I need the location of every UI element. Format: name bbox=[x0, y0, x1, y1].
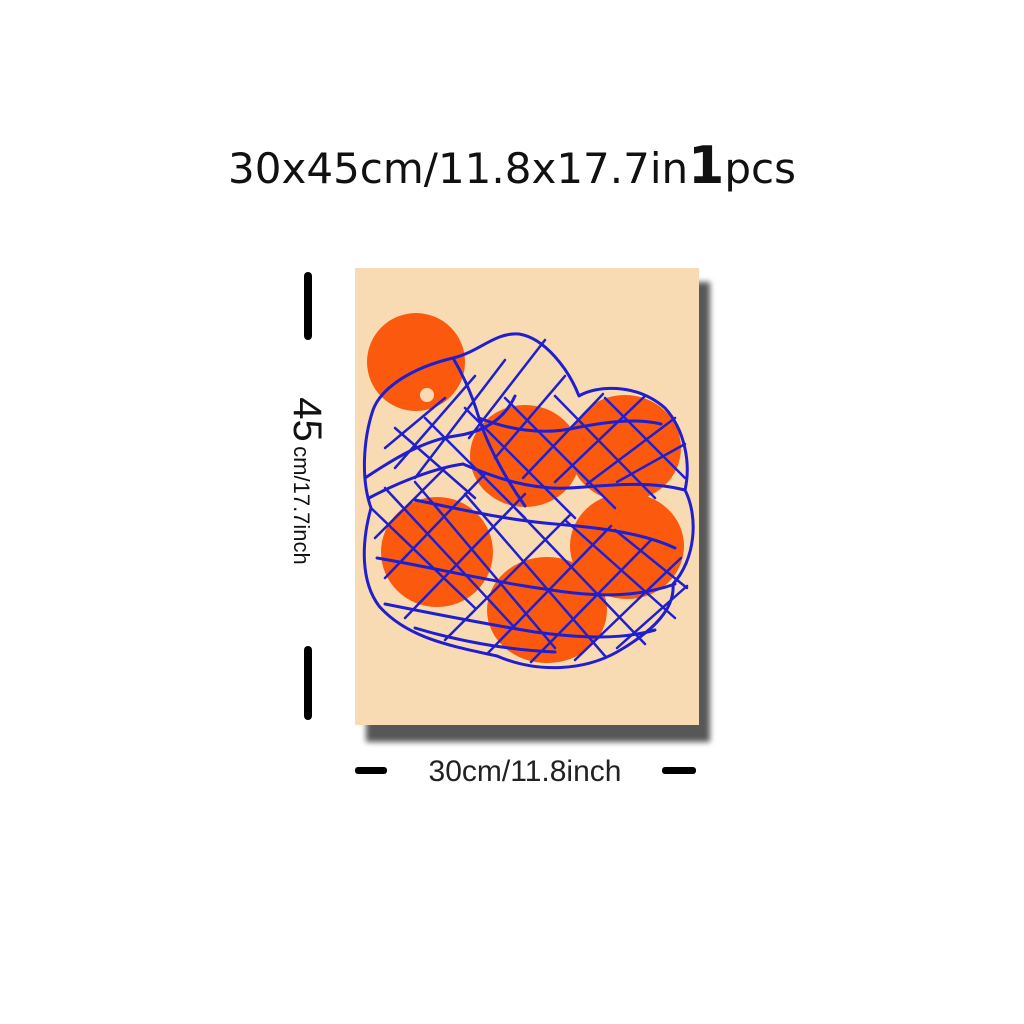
net-mesh bbox=[369, 338, 689, 664]
poster-artwork bbox=[355, 268, 699, 725]
width-dimension-label: 30cm/11.8inch bbox=[428, 755, 622, 788]
net-bag bbox=[362, 332, 695, 670]
orange-left bbox=[381, 497, 493, 607]
height-value: 45 bbox=[285, 397, 329, 442]
size-text: 30x45cm/11.8x17.7in bbox=[228, 144, 689, 193]
height-indicator-bar-bottom bbox=[304, 646, 312, 720]
oranges-net-illustration bbox=[362, 313, 695, 670]
quantity-number: 1 bbox=[688, 136, 725, 196]
width-indicator-bar-right bbox=[662, 767, 696, 774]
height-dimension-label: 45 cm/17.7inch bbox=[285, 397, 329, 565]
orange-highlight bbox=[420, 388, 434, 402]
height-indicator-bar-top bbox=[304, 272, 312, 340]
height-unit-text: cm/17.7inch bbox=[289, 446, 314, 565]
orange-right bbox=[570, 493, 684, 599]
width-indicator-bar-left bbox=[355, 767, 387, 774]
size-headline: 30x45cm/11.8x17.7in1pcs bbox=[0, 138, 1024, 197]
quantity-unit: pcs bbox=[724, 144, 796, 193]
